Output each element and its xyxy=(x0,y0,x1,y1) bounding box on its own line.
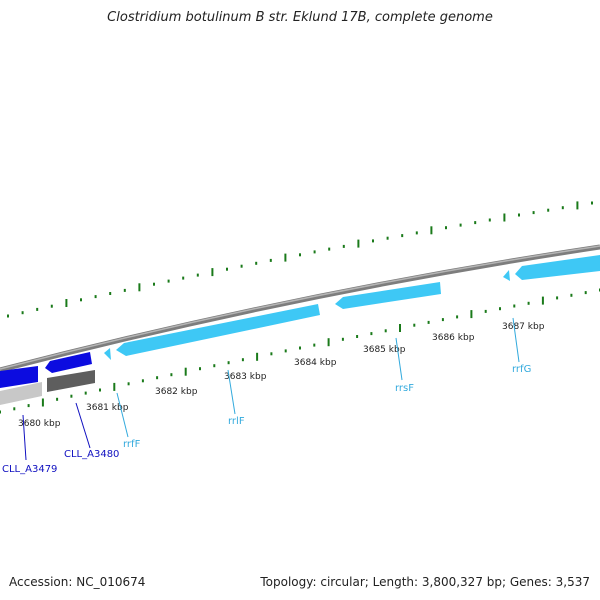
genome-backbone xyxy=(0,244,600,373)
ruler-label-3680: 3680 kbp xyxy=(18,419,61,429)
cds-CLL_A3479[interactable] xyxy=(0,366,38,388)
ruler-label-3686: 3686 kbp xyxy=(432,333,475,343)
feature-label-CLL_A3479[interactable]: CLL_A3479 xyxy=(2,464,57,475)
ruler-label-3684: 3684 kbp xyxy=(294,358,337,368)
grey-feature-1[interactable] xyxy=(0,382,42,405)
feature-label-rrfG[interactable]: rrfG xyxy=(512,364,531,375)
leader-CLL_A3480 xyxy=(75,402,91,449)
leader-rrfG xyxy=(512,317,520,363)
map-title: Clostridium botulinum B str. Eklund 17B,… xyxy=(107,10,493,25)
rrna-rrfF[interactable] xyxy=(104,348,111,360)
ruler-label-3687: 3687 kbp xyxy=(502,322,545,332)
genome-backbone-highlight xyxy=(0,245,600,370)
inner-tick-ring xyxy=(0,288,600,414)
summary-text: Topology: circular; Length: 3,800,327 bp… xyxy=(260,575,590,589)
leader-rrlF xyxy=(227,369,236,415)
grey-feature-2[interactable] xyxy=(47,370,95,392)
ruler-label-3682: 3682 kbp xyxy=(155,387,198,397)
feature-label-CLL_A3480[interactable]: CLL_A3480 xyxy=(64,449,119,460)
accession-text: Accession: NC_010674 xyxy=(9,575,146,589)
feature-label-rrlF[interactable]: rrlF xyxy=(228,416,245,427)
rrna-next[interactable] xyxy=(515,255,600,280)
feature-label-rrsF[interactable]: rrsF xyxy=(395,383,414,394)
leader-CLL_A3479 xyxy=(22,414,27,461)
feature-label-rrfF[interactable]: rrfF xyxy=(123,439,141,450)
rrna-rrsF[interactable] xyxy=(335,282,441,309)
outer-tick-ring xyxy=(7,201,593,318)
ruler-label-3683: 3683 kbp xyxy=(224,372,267,382)
cds-CLL_A3480[interactable] xyxy=(45,352,92,373)
leader-rrsF xyxy=(395,337,403,381)
rrna-rrlF[interactable] xyxy=(116,304,320,356)
ruler-label-3681: 3681 kbp xyxy=(86,403,129,413)
ruler-label-3685: 3685 kbp xyxy=(363,345,406,355)
leader-rrfF xyxy=(116,392,129,438)
rrna-rrfG[interactable] xyxy=(503,270,510,281)
